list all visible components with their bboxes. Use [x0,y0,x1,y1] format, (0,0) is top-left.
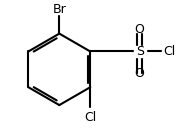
Text: S: S [136,45,144,58]
Text: O: O [135,67,145,80]
Bar [83,108,98,119]
Text: Br: Br [52,3,66,16]
Text: O: O [135,23,145,36]
Text: Cl: Cl [163,45,175,58]
Bar [134,46,146,57]
Bar [135,23,144,31]
Bar [47,4,72,14]
Bar [162,47,177,56]
Text: Cl: Cl [84,111,96,124]
Bar [135,74,144,82]
